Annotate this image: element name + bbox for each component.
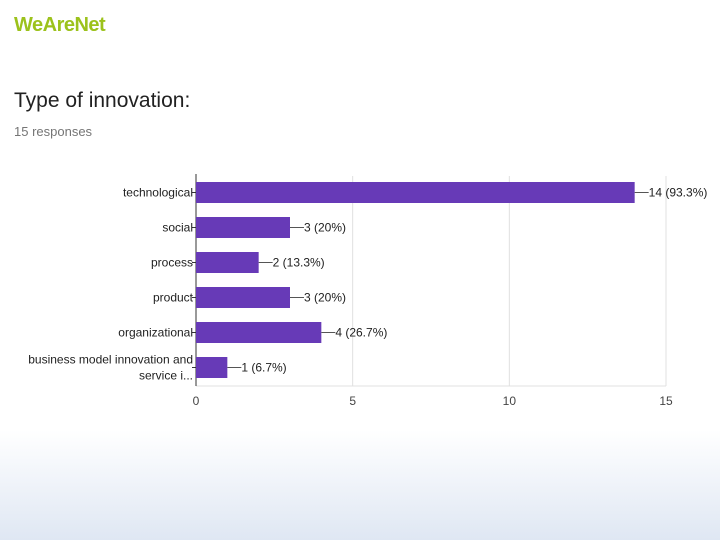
x-tick-label: 15 — [659, 394, 673, 408]
data-label: 3 (20%) — [304, 221, 346, 235]
category-label: social — [162, 221, 193, 235]
category-label: product — [153, 291, 194, 305]
bar — [196, 322, 322, 343]
data-label: 3 (20%) — [304, 291, 346, 305]
bar — [196, 252, 259, 273]
bar — [196, 357, 228, 378]
data-label: 14 (93.3%) — [649, 186, 708, 200]
response-count: 15 responses — [14, 124, 93, 139]
data-label: 4 (26.7%) — [335, 326, 387, 340]
bar — [196, 287, 290, 308]
question-title: Type of innovation: — [14, 89, 191, 112]
category-label: organizational — [118, 326, 193, 340]
bar — [196, 182, 635, 203]
bar — [196, 217, 290, 238]
x-tick-label: 5 — [349, 394, 356, 408]
x-tick-label: 10 — [503, 394, 517, 408]
brand-logo: WeAreNet — [14, 14, 106, 36]
category-label: business model innovation and — [28, 353, 193, 367]
category-label: service i... — [139, 369, 193, 383]
data-label: 1 (6.7%) — [241, 361, 286, 375]
data-label: 2 (13.3%) — [273, 256, 325, 270]
category-label: technological — [123, 186, 193, 200]
x-tick-label: 0 — [193, 394, 200, 408]
category-label: process — [151, 256, 193, 270]
